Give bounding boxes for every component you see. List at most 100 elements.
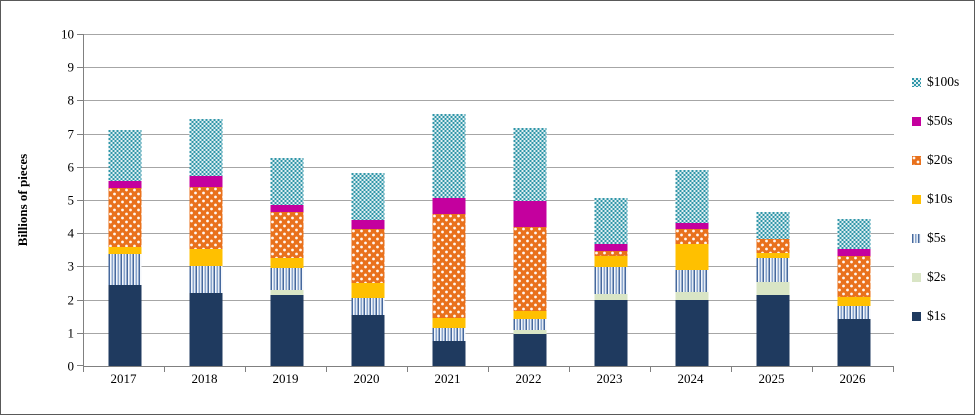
segment-s1: [675, 299, 708, 366]
segment-s20: [432, 213, 465, 318]
y-axis-tick-labels: 0 1 2 3 4 5 6 7 8 9 10: [1, 28, 77, 373]
bar-2019: [270, 34, 303, 366]
legend-swatch-s10: [912, 194, 921, 204]
legend-swatch-s1: [912, 311, 921, 321]
x-axis-label: 2024: [677, 371, 704, 386]
x-axis-label: 2022: [515, 371, 542, 386]
legend-label: $10s: [927, 191, 953, 206]
segment-s20: [675, 229, 708, 244]
segment-s1: [837, 319, 870, 366]
gridline: [84, 67, 894, 69]
segment-s100: [675, 169, 708, 223]
segment-s50: [108, 180, 141, 189]
segment-s10: [837, 296, 870, 306]
segment-s10: [351, 283, 384, 299]
x-axis-tick: [407, 366, 408, 372]
y-axis-tick-label: 2: [67, 292, 75, 308]
segment-s10: [432, 317, 465, 328]
y-axis-tick: [77, 100, 84, 102]
legend-swatch-s2: [912, 272, 921, 282]
segment-s100: [189, 119, 222, 176]
x-axis-label: 2018: [191, 371, 218, 386]
x-axis-label: 2020: [353, 371, 380, 386]
segment-s1: [351, 315, 384, 366]
segment-s20: [108, 188, 141, 247]
y-axis-tick: [77, 166, 84, 168]
segment-s100: [351, 172, 384, 221]
y-axis-tick-label: 1: [67, 325, 75, 341]
y-axis-tick: [77, 233, 84, 235]
bar-2017: [108, 34, 141, 366]
bar-2020: [351, 34, 384, 366]
x-axis-tick: [650, 366, 651, 372]
legend-item: $5s: [912, 227, 959, 249]
segment-s20: [513, 227, 546, 311]
x-axis-label: 2021: [434, 371, 461, 386]
y-axis-tick: [77, 332, 84, 334]
segment-s2: [270, 289, 303, 296]
segment-s5: [594, 266, 627, 295]
legend-label: $20s: [927, 152, 953, 167]
legend-item: $1s: [912, 305, 959, 327]
bar-2018: [189, 34, 222, 366]
segment-s100: [270, 157, 303, 205]
legend-label: $50s: [927, 113, 953, 128]
x-axis-label: 2023: [596, 371, 623, 386]
x-axis-tick: [245, 366, 246, 372]
x-axis-tick: [326, 366, 327, 372]
y-axis-tick-label: 9: [67, 59, 75, 75]
legend-label: $100s: [927, 74, 960, 89]
segment-s50: [594, 243, 627, 252]
y-axis-tick: [77, 67, 84, 69]
segment-s50: [432, 197, 465, 214]
segment-s20: [189, 187, 222, 250]
gridline: [84, 332, 894, 334]
segment-s10: [594, 256, 627, 267]
x-axis-label: 2019: [272, 371, 299, 386]
segment-s10: [108, 246, 141, 254]
segment-s50: [513, 201, 546, 228]
x-axis-label: 2026: [839, 371, 866, 386]
segment-s1: [189, 292, 222, 366]
segment-s20: [351, 228, 384, 284]
segment-s5: [108, 253, 141, 286]
legend-swatch-s50: [912, 116, 921, 126]
y-axis-tick: [77, 34, 84, 35]
y-axis-tick-label: 0: [67, 358, 75, 374]
segment-s100: [108, 129, 141, 181]
x-axis-tick: [83, 366, 84, 372]
segment-s50: [189, 175, 222, 188]
segment-s100: [594, 198, 627, 244]
x-axis-tick: [812, 366, 813, 372]
y-axis-tick-label: 6: [67, 159, 75, 175]
segment-s1: [513, 333, 546, 366]
segment-s10: [756, 253, 789, 258]
segment-s20: [756, 238, 789, 254]
gridline: [84, 133, 894, 135]
legend-item: $100s: [912, 71, 959, 93]
segment-s100: [837, 218, 870, 250]
bar-2022: [513, 34, 546, 366]
bar-2026: [837, 34, 870, 366]
x-axis-tick: [893, 366, 894, 372]
segment-s2: [594, 294, 627, 300]
segment-s20: [270, 211, 303, 258]
plot-area: [77, 34, 894, 372]
legend-item: $10s: [912, 188, 959, 210]
legend: $100s $50s $20s $10s $5s $2s $1s: [912, 71, 959, 327]
segment-s5: [189, 266, 222, 293]
segment-s5: [351, 298, 384, 316]
x-axis-tick: [731, 366, 732, 372]
x-axis-label: 2017: [110, 371, 137, 386]
gridline: [84, 233, 894, 235]
y-axis-tick: [77, 266, 84, 268]
segment-s1: [756, 294, 789, 366]
segment-s50: [675, 222, 708, 230]
y-axis-tick-label: 5: [67, 192, 75, 208]
segment-s10: [270, 257, 303, 268]
y-axis-tick: [77, 133, 84, 135]
segment-s20: [837, 256, 870, 297]
legend-label: $1s: [927, 308, 946, 323]
y-axis-tick-label: 10: [61, 26, 74, 42]
